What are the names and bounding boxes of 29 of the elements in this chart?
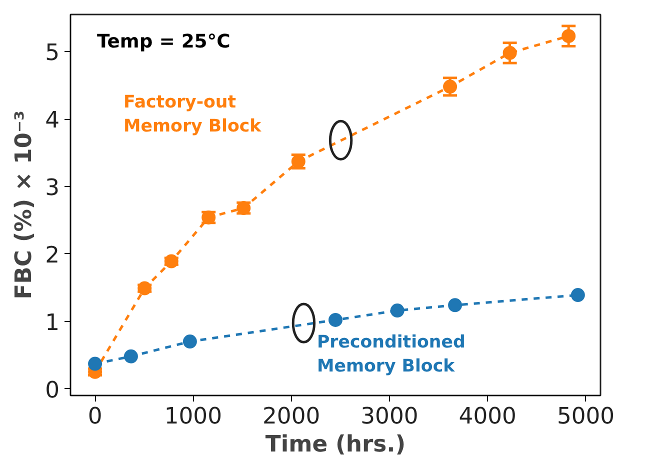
annotation: Temp = 25°C (97, 32, 230, 53)
y-tick-label: 2 (45, 242, 60, 268)
text: Factory-out Memory Block (124, 92, 262, 136)
point (182, 334, 197, 349)
x-tick-label: 0 (88, 404, 102, 430)
point (88, 356, 102, 371)
point (124, 349, 138, 364)
x-tick-label: 2000 (262, 404, 320, 430)
point (164, 254, 178, 268)
series-label: Preconditioned Memory Block (316, 332, 466, 376)
point (390, 304, 404, 318)
x-tick-label: 5000 (556, 404, 615, 430)
point (448, 298, 462, 312)
x-tick-label: 4000 (458, 404, 516, 430)
y-tick-label: 4 (45, 108, 60, 134)
point (328, 312, 342, 327)
point (443, 80, 458, 94)
y-axis-title: FBC (%) × 10⁻³ (11, 110, 38, 300)
point (562, 29, 576, 44)
x-tick-label: 3000 (360, 404, 418, 430)
point (138, 281, 152, 296)
x-axis-title: Time (hrs.) (265, 432, 406, 458)
y-tick-label: 1 (45, 310, 60, 336)
x-tick-label: 1000 (164, 404, 222, 430)
point (502, 46, 517, 60)
y-tick-label: 0 (45, 377, 60, 404)
point (570, 288, 585, 302)
y-tick-label: 5 (45, 40, 60, 66)
y-tick-label: 3 (45, 174, 60, 201)
